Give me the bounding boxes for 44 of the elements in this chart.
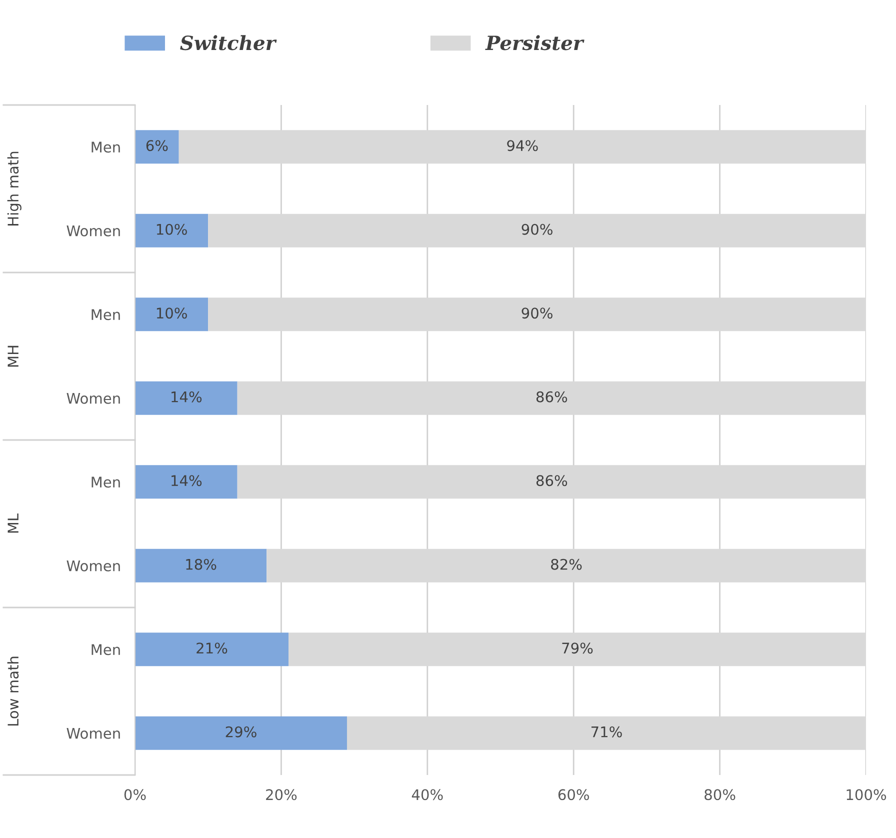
data-label: 94% <box>507 140 538 152</box>
x-tick-label: 0% <box>124 789 146 800</box>
data-label: 21% <box>196 642 228 654</box>
data-label: 10% <box>156 224 187 235</box>
x-tick-label: 20% <box>266 789 297 800</box>
bar <box>135 130 179 164</box>
bar <box>135 632 289 666</box>
x-tick-label: 60% <box>558 789 589 800</box>
data-label: 90% <box>522 308 552 319</box>
legend-label: Switcher <box>180 35 277 50</box>
y-tick-label: Men <box>92 142 120 153</box>
legend-label: Persister <box>485 35 584 50</box>
data-label: 14% <box>172 475 202 486</box>
text: ML <box>8 513 18 533</box>
bar <box>135 465 238 499</box>
text: Low math <box>7 656 19 726</box>
data-label: 90% <box>522 224 552 235</box>
data-label: 79% <box>562 642 593 654</box>
y-tick-label: Women <box>66 393 120 404</box>
data-label: 86% <box>536 475 568 486</box>
y-tick-label: Women <box>66 560 120 572</box>
y-tick-label: Men <box>92 309 120 320</box>
bar <box>135 298 208 332</box>
y-tick-label: Men <box>92 476 120 488</box>
y-tick-label: Women <box>66 226 120 236</box>
x-tick-label: 40% <box>412 789 443 800</box>
bar <box>135 716 347 750</box>
data-label: 10% <box>156 308 187 319</box>
bar <box>135 214 208 248</box>
x-tick-label: 80% <box>704 789 736 800</box>
text: MH <box>8 346 18 367</box>
x-tick-label: 100% <box>846 789 886 800</box>
text: High math <box>7 152 22 226</box>
bar <box>135 381 238 415</box>
data-label: 29% <box>226 726 256 738</box>
y-tick-label: Men <box>92 644 120 656</box>
y-tick-label: Women <box>66 728 120 739</box>
bar <box>135 548 267 582</box>
data-label: 71% <box>591 726 622 738</box>
data-label: 82% <box>551 558 582 570</box>
data-label: 18% <box>186 558 216 570</box>
data-label: 14% <box>172 391 202 402</box>
data-label: 86% <box>536 391 568 402</box>
data-label: 6% <box>146 140 168 152</box>
